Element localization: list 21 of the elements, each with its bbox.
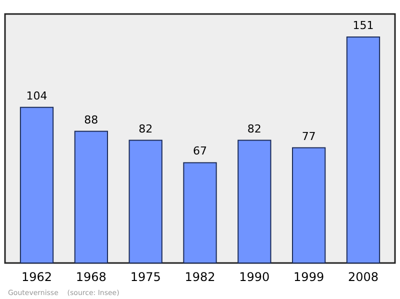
data-label: 82 <box>138 122 153 136</box>
bar <box>346 36 380 264</box>
x-tick-label: 2008 <box>348 270 379 284</box>
bar <box>183 162 217 264</box>
x-tick-label: 1999 <box>294 270 324 284</box>
bar <box>292 147 326 264</box>
bar <box>238 140 272 264</box>
x-tick-label: 1975 <box>130 270 161 284</box>
data-label: 88 <box>84 113 98 126</box>
data-label: 104 <box>26 89 48 102</box>
bar <box>20 106 54 264</box>
x-tick-label: 1962 <box>21 270 52 284</box>
x-tick-label: 1982 <box>184 270 216 284</box>
data-label: 82 <box>247 122 262 136</box>
data-label: 151 <box>352 19 374 32</box>
x-tick-label: 1968 <box>76 270 106 284</box>
x-tick-label: 1990 <box>239 270 270 284</box>
bar <box>74 130 108 264</box>
data-label: 77 <box>302 130 316 143</box>
data-label: 67 <box>193 144 207 158</box>
bar <box>128 140 162 264</box>
